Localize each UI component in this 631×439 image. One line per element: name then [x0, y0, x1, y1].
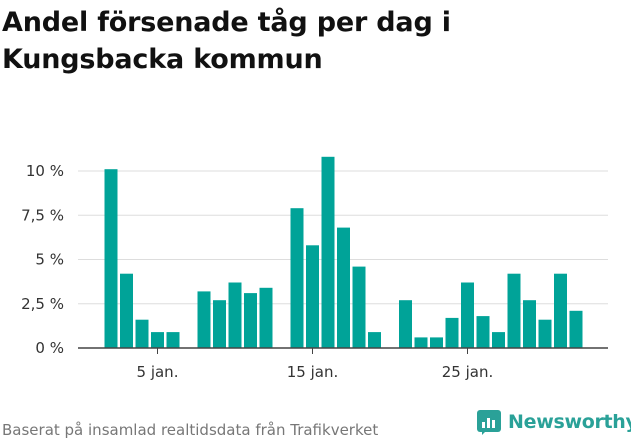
bar[interactable] — [213, 300, 226, 348]
bar[interactable] — [399, 300, 412, 348]
x-axis: 5 jan. 15 jan. 25 jan. — [78, 347, 608, 381]
x-tick-label: 15 jan. — [287, 363, 339, 381]
y-tick-label: 2,5 % — [21, 295, 64, 313]
y-axis-tick-labels: 0 % 2,5 % 5 % 7,5 % 10 % — [21, 162, 64, 357]
y-tick-label: 7,5 % — [21, 206, 64, 224]
y-tick-label: 10 % — [26, 162, 64, 180]
newsworthy-logo-icon — [477, 410, 501, 435]
bar[interactable] — [166, 332, 180, 348]
bar[interactable] — [352, 266, 366, 348]
bar[interactable] — [244, 293, 257, 348]
bar[interactable] — [538, 319, 552, 348]
bar[interactable] — [290, 208, 304, 348]
bar[interactable] — [104, 169, 118, 348]
y-tick-label: 0 % — [35, 339, 64, 357]
bar[interactable] — [135, 319, 149, 348]
newsworthy-logo[interactable]: Newsworthy — [476, 408, 631, 436]
bar[interactable] — [492, 332, 505, 348]
bars — [104, 156, 583, 349]
bar[interactable] — [197, 291, 211, 348]
newsworthy-logo-text: Newsworthy — [508, 411, 631, 433]
bar[interactable] — [259, 287, 273, 348]
chart-title: Andel försenade tåg per dag i Kungsbacka… — [2, 7, 451, 75]
bar[interactable] — [445, 317, 459, 348]
bar[interactable] — [430, 337, 443, 348]
bar[interactable] — [569, 310, 583, 348]
bar[interactable] — [507, 273, 521, 348]
bar[interactable] — [151, 332, 164, 348]
bar[interactable] — [523, 300, 536, 348]
bar[interactable] — [337, 227, 350, 348]
bar[interactable] — [321, 156, 335, 348]
x-tick-label: 5 jan. — [137, 363, 179, 381]
source-note: Baserat på insamlad realtidsdata från Tr… — [2, 421, 379, 439]
bar[interactable] — [554, 273, 567, 348]
bar[interactable] — [368, 332, 381, 348]
bar[interactable] — [414, 337, 428, 348]
y-tick-label: 5 % — [35, 251, 64, 269]
bar[interactable] — [461, 282, 474, 349]
x-tick-label: 25 jan. — [442, 363, 494, 381]
bar-chart: 0 % 2,5 % 5 % 7,5 % 10 % 5 jan. 15 jan. 25 jan… — [21, 156, 608, 381]
bar[interactable] — [120, 273, 133, 348]
bar[interactable] — [306, 245, 319, 348]
bar[interactable] — [228, 282, 242, 349]
bar[interactable] — [476, 316, 490, 348]
